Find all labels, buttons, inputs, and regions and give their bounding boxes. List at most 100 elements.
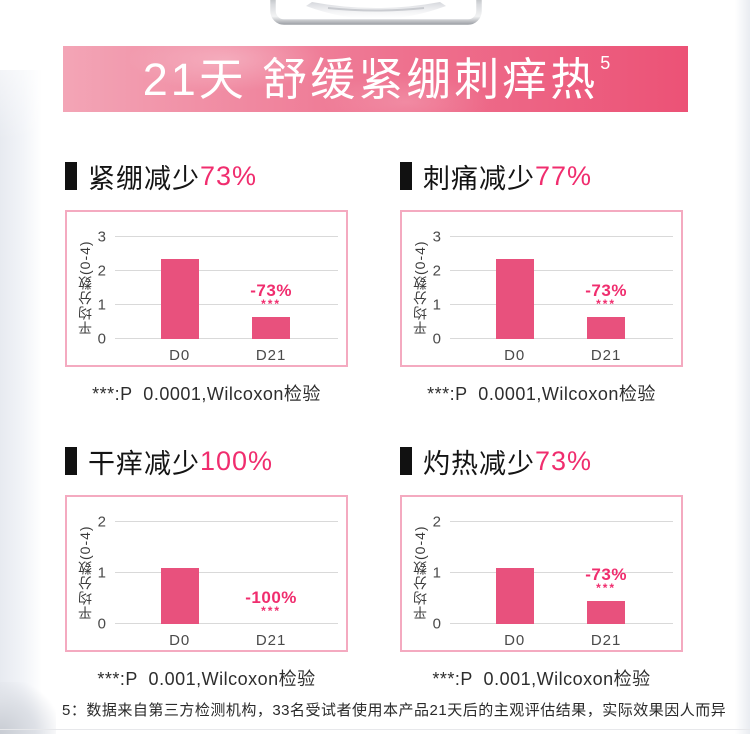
y-tick-label: 3	[432, 228, 441, 246]
percent-change-value: -73%	[585, 280, 627, 300]
bar-D0	[495, 567, 534, 624]
y-tick-label: 2	[432, 513, 441, 531]
gridline	[450, 572, 673, 573]
disclaimer-footnote: 5：数据来自第三方检测机构，33名受试者使用本产品21天后的主观评估结果，实际效…	[62, 702, 727, 719]
significance-stars: ***	[596, 581, 617, 596]
x-category-label: D21	[590, 347, 622, 364]
percent-change-annotation: -100% ***	[245, 588, 297, 617]
y-axis-label: 平均分数(0-4)	[77, 240, 93, 336]
chart-title-text: 紧绷减少	[88, 163, 200, 194]
bar-chart: 平均分数(0-4) 0 1 2 D0 D21 -100% ***	[65, 495, 348, 652]
chart-title: 灼热减少 73%	[400, 443, 683, 479]
gridline	[450, 521, 673, 522]
significance-stars: ***	[596, 296, 617, 311]
chart-title-percent: 73%	[535, 445, 593, 476]
title-marker	[65, 162, 77, 190]
title-marker	[400, 162, 412, 190]
chart-panel: 紧绷减少 73% 平均分数(0-4) 0 1 2 3 D0 D21 -73% *** ***:…	[65, 158, 348, 408]
chart-title-percent: 73%	[200, 160, 258, 191]
gridline	[450, 236, 673, 237]
plot-area: 0 1 2 3 D0 D21 -73% ***	[98, 230, 338, 364]
bar-chart: 平均分数(0-4) 0 1 2 3 D0 D21 -73% ***	[400, 210, 683, 367]
bar-D0	[160, 259, 199, 339]
chart-title-text: 刺痛减少	[423, 163, 535, 194]
chart-title-text: 灼热减少	[423, 448, 535, 479]
y-tick-label: 2	[97, 513, 106, 531]
bar-D21	[587, 601, 626, 624]
x-category-label: D21	[255, 632, 287, 649]
chart-title: 干痒减少 100%	[65, 443, 348, 479]
title-marker	[400, 447, 412, 475]
chart-panel: 刺痛减少 77% 平均分数(0-4) 0 1 2 3 D0 D21 -73% *** ***:…	[400, 158, 683, 408]
bar-D0	[160, 567, 199, 624]
bar-D21	[252, 316, 291, 339]
p-value-note: ***:P 0.0001,Wilcoxon检验	[92, 384, 321, 404]
y-tick-label: 1	[432, 296, 441, 314]
y-axis-label: 平均分数(0-4)	[77, 525, 93, 621]
percent-change-annotation: -73% ***	[250, 280, 292, 311]
bar-D21	[587, 316, 626, 339]
chart-title-text: 干痒减少	[88, 448, 200, 479]
gridline	[115, 572, 338, 573]
plot-area: 0 1 2 D0 D21 -100% ***	[98, 515, 338, 649]
x-category-label: D0	[169, 632, 191, 649]
bar-chart: 平均分数(0-4) 0 1 2 D0 D21 -73% ***	[400, 495, 683, 652]
percent-change-annotation: -73% ***	[585, 565, 627, 596]
left-background-texture	[0, 70, 42, 734]
title-marker	[65, 447, 77, 475]
x-category-label: D21	[255, 347, 287, 364]
chart-title: 刺痛减少 77%	[400, 158, 683, 194]
y-tick-label: 2	[432, 262, 441, 280]
gridline	[450, 304, 673, 305]
p-value-note: ***:P 0.001,Wilcoxon检验	[97, 669, 316, 689]
gridline	[115, 304, 338, 305]
chart-panel: 灼热减少 73% 平均分数(0-4) 0 1 2 D0 D21 -73% *** ***:P…	[400, 443, 683, 693]
percent-change-annotation: -73% ***	[585, 280, 627, 311]
gridline	[450, 270, 673, 271]
bar-D0	[495, 259, 534, 339]
clipboard-clip-icon	[270, 0, 482, 25]
percent-change-value: -73%	[585, 565, 627, 585]
y-tick-label: 2	[97, 262, 106, 280]
headline-text: 21天 舒缓紧绷刺痒热	[142, 53, 599, 105]
p-value-note: ***:P 0.0001,Wilcoxon检验	[427, 384, 656, 404]
plot-area: 0 1 2 3 D0 D21 -73% ***	[433, 230, 673, 364]
gridline	[115, 270, 338, 271]
y-tick-label: 0	[97, 615, 106, 633]
x-category-label: D0	[504, 632, 526, 649]
bottom-divider	[0, 729, 750, 730]
bar-chart: 平均分数(0-4) 0 1 2 3 D0 D21 -73% ***	[65, 210, 348, 367]
y-tick-label: 0	[432, 615, 441, 633]
x-category-label: D21	[590, 632, 622, 649]
percent-change-value: -73%	[250, 280, 292, 300]
gridline	[450, 623, 673, 624]
y-tick-label: 1	[97, 564, 106, 582]
y-tick-label: 1	[432, 564, 441, 582]
chart-title-percent: 100%	[200, 445, 274, 476]
gridline	[450, 338, 673, 339]
y-tick-label: 1	[97, 296, 106, 314]
bottom-left-marble-texture	[0, 682, 56, 734]
y-tick-label: 0	[97, 330, 106, 348]
chart-title-percent: 77%	[535, 160, 593, 191]
y-axis-label: 平均分数(0-4)	[412, 525, 428, 621]
percent-change-value: -100%	[245, 588, 297, 607]
y-axis-label: 平均分数(0-4)	[412, 240, 428, 336]
y-tick-label: 3	[97, 228, 106, 246]
plot-area: 0 1 2 D0 D21 -73% ***	[433, 515, 673, 649]
gridline	[115, 623, 338, 624]
significance-stars: ***	[261, 296, 282, 311]
x-category-label: D0	[504, 347, 526, 364]
gridline	[115, 521, 338, 522]
chart-panel: 干痒减少 100% 平均分数(0-4) 0 1 2 D0 D21 -100% *** ***…	[65, 443, 348, 693]
right-background-texture	[735, 0, 750, 734]
gridline	[115, 338, 338, 339]
headline-banner: 21天 舒缓紧绷刺痒热 5	[63, 46, 688, 112]
left-background-fade	[0, 0, 42, 140]
x-category-label: D0	[169, 347, 191, 364]
headline-footnote-marker: 5	[600, 52, 611, 73]
p-value-note: ***:P 0.001,Wilcoxon检验	[432, 669, 651, 689]
chart-title: 紧绷减少 73%	[65, 158, 348, 194]
gridline	[115, 236, 338, 237]
